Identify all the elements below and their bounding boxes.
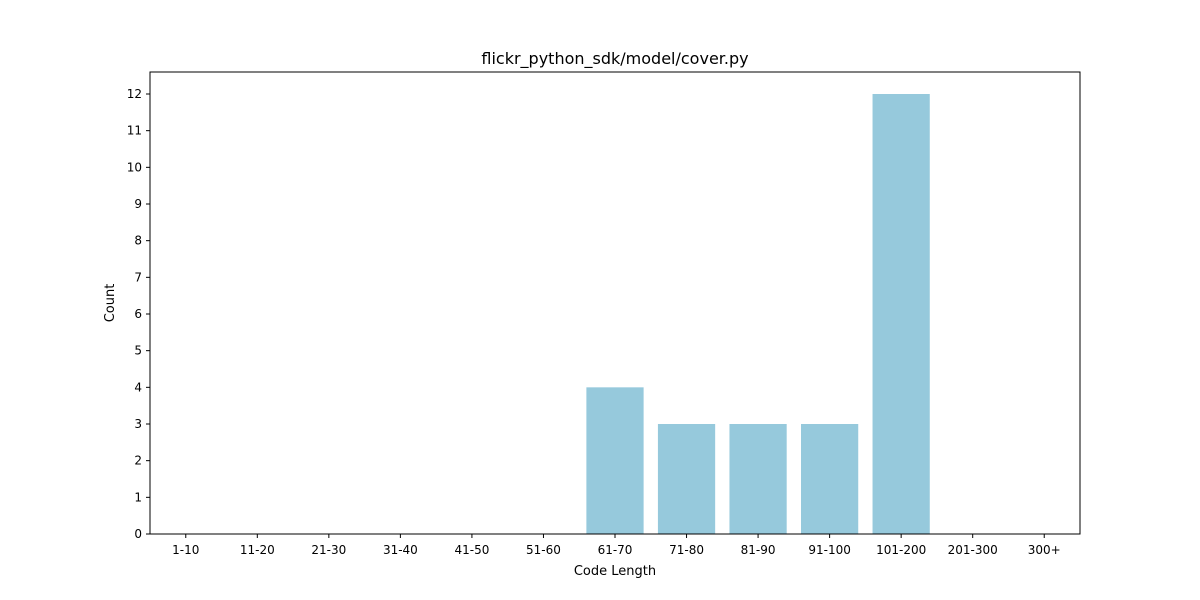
- x-tick-label: 91-100: [808, 543, 851, 557]
- y-tick-label: 5: [134, 344, 142, 358]
- y-tick-label: 3: [134, 417, 142, 431]
- y-axis-label: Count: [103, 284, 118, 323]
- bar-81-90: [729, 424, 787, 534]
- bar-101-200: [872, 94, 930, 534]
- y-tick-label: 0: [134, 527, 142, 541]
- x-tick-label: 300+: [1028, 543, 1061, 557]
- bar-91-100: [801, 424, 859, 534]
- y-tick-label: 7: [134, 270, 142, 284]
- y-tick-label: 10: [127, 160, 142, 174]
- y-tick-label: 1: [134, 490, 142, 504]
- bar-group: [586, 94, 930, 534]
- plot-frame: [149, 71, 1081, 535]
- x-tick-label: 31-40: [383, 543, 418, 557]
- x-tick-label: 201-300: [948, 543, 998, 557]
- x-tick-label: 41-50: [454, 543, 489, 557]
- bar-71-80: [657, 424, 716, 534]
- x-tick-label: 71-80: [669, 543, 704, 557]
- x-tick-label: 11-20: [240, 543, 275, 557]
- y-tick-label: 11: [127, 124, 142, 138]
- x-tick-label: 21-30: [311, 543, 346, 557]
- x-tick-label: 101-200: [876, 543, 926, 557]
- x-tick-label: 61-70: [598, 543, 633, 557]
- x-tick-label: 51-60: [526, 543, 561, 557]
- y-tick-label: 6: [134, 307, 142, 321]
- bar-61-70: [586, 387, 644, 534]
- x-tick-label: 1-10: [172, 543, 199, 557]
- y-tick-label: 8: [134, 234, 142, 248]
- y-tick-label: 2: [134, 454, 142, 468]
- y-tick-label: 4: [134, 380, 142, 394]
- x-axis-label: Code Length: [574, 564, 656, 579]
- x-axis-ticks: 1-10 11-20 21-30 31-40 41-50 51-60 61-70 71-80 8…: [172, 534, 1061, 557]
- chart-title: flickr_python_sdk/model/cover.py: [481, 49, 748, 69]
- x-tick-label: 81-90: [741, 543, 776, 557]
- y-tick-label: 12: [127, 87, 142, 101]
- y-tick-label: 9: [134, 197, 142, 211]
